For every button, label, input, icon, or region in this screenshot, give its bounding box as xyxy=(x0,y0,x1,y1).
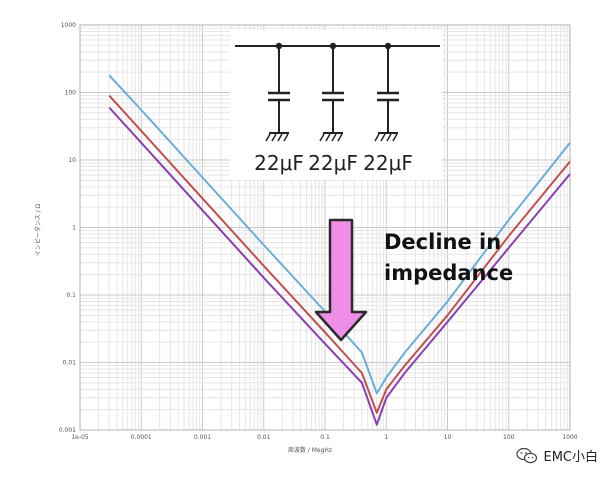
inset-background xyxy=(230,30,442,180)
y-axis-label: インピーダンス / Ω xyxy=(34,203,42,256)
y-tick-label: 0.001 xyxy=(59,427,76,434)
y-tick-label: 100 xyxy=(65,90,77,97)
down-arrow-icon xyxy=(314,218,368,342)
annotation-line-2: impedance xyxy=(384,261,513,285)
x-tick-label: 0.01 xyxy=(257,434,271,441)
series-line-1 xyxy=(108,74,571,395)
series-line-2 xyxy=(108,94,571,414)
capacitor-2 xyxy=(319,42,344,142)
wechat-icon xyxy=(516,447,538,463)
x-tick-label: 10 xyxy=(444,434,452,441)
y-tick-labels: 0.001 0.01 0.1 1 10 100 1000 xyxy=(59,22,76,434)
y-tick-label: 10 xyxy=(68,157,76,164)
capacitor-label: 22μF xyxy=(308,151,358,175)
x-tick-label: 1 xyxy=(384,434,388,441)
capacitor-inset: 22μF 22μF 22μF xyxy=(230,30,442,180)
annotation-line-1: Decline in xyxy=(384,230,501,254)
decline-arrow xyxy=(314,218,368,342)
x-tick-label: 1e-05 xyxy=(71,434,88,441)
x-tick-label: 1000 xyxy=(562,434,577,441)
y-tick-label: 1 xyxy=(72,225,76,232)
x-tick-label: 0.1 xyxy=(320,434,330,441)
x-tick-labels: 1e-05 0.0001 0.001 0.01 0.1 1 10 100 1000 xyxy=(71,434,577,441)
watermark-text: EMC小白 xyxy=(543,450,598,465)
x-axis-label: 周波数 / MegHz xyxy=(288,446,332,454)
capacitor-label: 22μF xyxy=(363,151,413,175)
y-tick-label: 1000 xyxy=(61,22,76,29)
x-tick-label: 0.001 xyxy=(194,434,211,441)
capacitor-label: 22μF xyxy=(254,151,304,175)
watermark: EMC小白 xyxy=(516,446,598,465)
plot-frame xyxy=(79,24,571,431)
y-tick-label: 0.01 xyxy=(63,360,77,367)
x-tick-label: 100 xyxy=(503,434,515,441)
capacitor-3 xyxy=(374,42,399,142)
y-tick-label: 0.1 xyxy=(66,292,76,299)
x-tick-label: 0.0001 xyxy=(131,434,152,441)
capacitor-1 xyxy=(265,42,290,142)
series-group xyxy=(108,74,571,426)
series-line-3 xyxy=(108,106,571,426)
